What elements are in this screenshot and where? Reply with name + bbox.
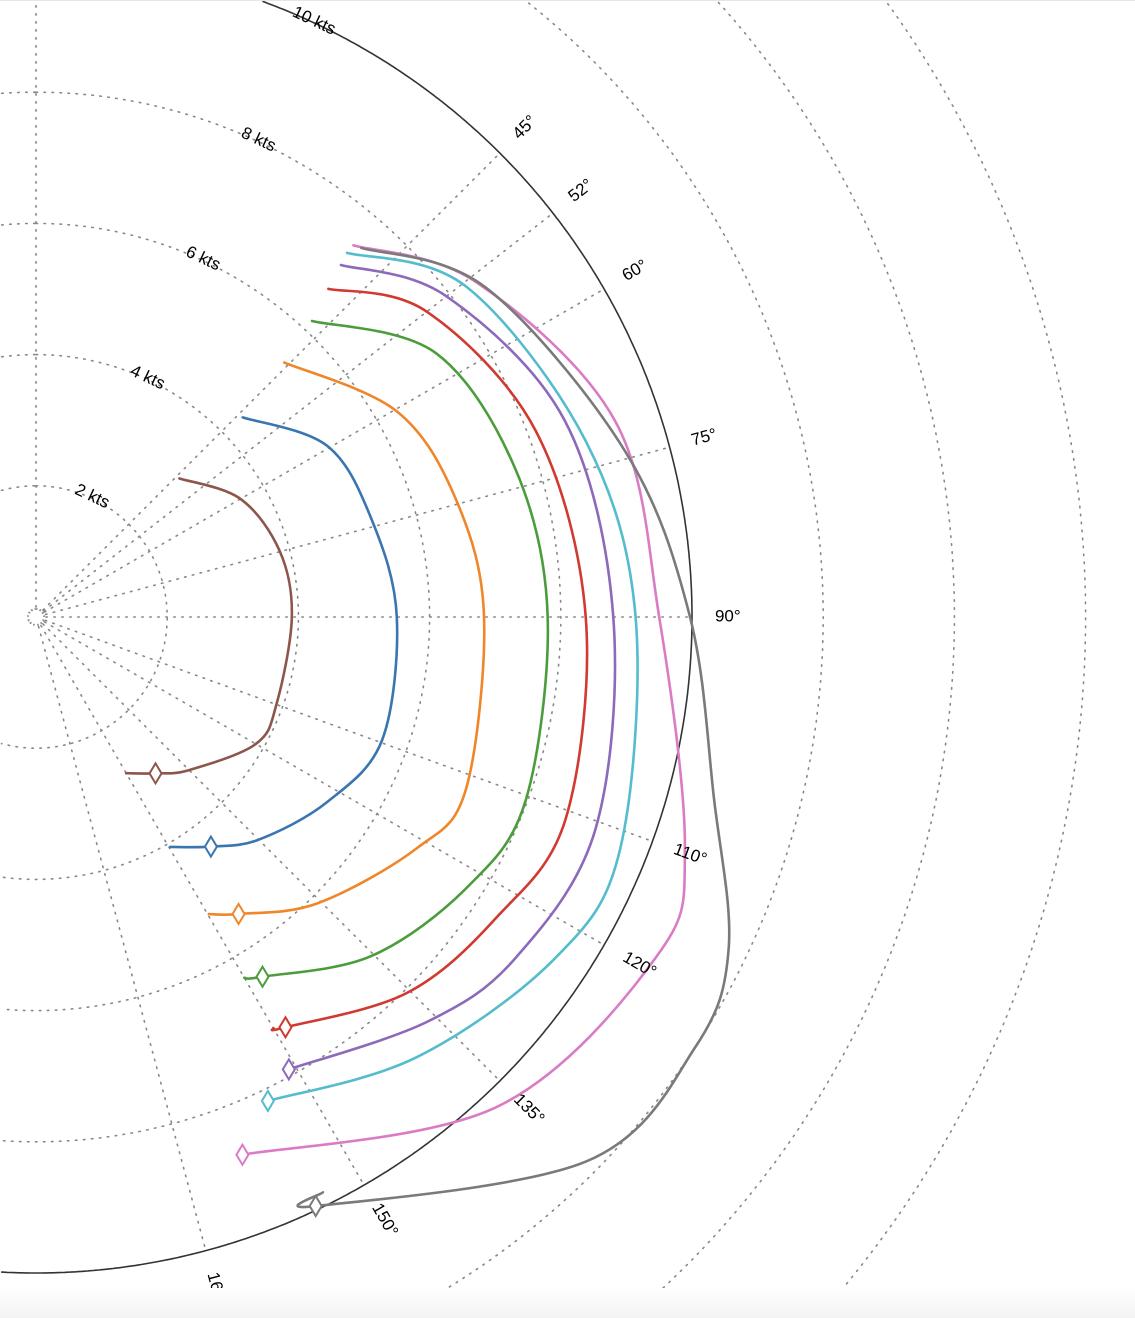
vmg-marker-6 bbox=[281, 1057, 296, 1082]
ring-4-kts bbox=[0, 353, 300, 881]
polar-curve-2 bbox=[169, 416, 399, 849]
ring-8-kts bbox=[0, 91, 562, 1143]
angle-label: 52° bbox=[565, 175, 597, 206]
radial-label: 4 kts bbox=[128, 361, 169, 393]
top-border bbox=[0, 0, 1135, 1]
grid bbox=[0, 0, 1087, 1318]
polar-curve-5 bbox=[270, 287, 589, 1032]
angle-label: 45° bbox=[509, 111, 541, 143]
center-ring bbox=[27, 608, 45, 626]
spoke-135-deg bbox=[42, 623, 501, 1082]
axis-labels: 2 kts 4 kts 6 kts 8 kts 10 kts 45° 52° 60° 75° 90… bbox=[72, 2, 741, 1309]
polar-curve-8 bbox=[241, 244, 687, 1157]
ring-12-kts bbox=[395, 2, 824, 1318]
polar-curve-9 bbox=[296, 246, 731, 1209]
spoke-45-deg bbox=[42, 152, 501, 611]
vmg-marker-3 bbox=[231, 902, 246, 926]
ring-6-kts bbox=[0, 222, 431, 1012]
spoke-52-deg bbox=[42, 212, 554, 612]
polar-curve-1 bbox=[124, 477, 294, 775]
spoke-120-deg bbox=[43, 621, 605, 946]
vmg-marker-8 bbox=[235, 1142, 250, 1167]
vmg-marker-1 bbox=[148, 761, 163, 786]
vmg-marker-9 bbox=[308, 1194, 323, 1218]
spoke-110-deg bbox=[44, 619, 654, 843]
angle-label: 120° bbox=[620, 947, 660, 981]
polar-curve-3 bbox=[207, 361, 486, 917]
polar-curve-7 bbox=[266, 251, 639, 1103]
angle-label: 110° bbox=[671, 839, 709, 868]
angle-label: 165° bbox=[204, 1270, 231, 1309]
polar-curve-4 bbox=[242, 319, 550, 980]
radial-label: 2 kts bbox=[72, 480, 113, 512]
radial-label: 6 kts bbox=[183, 242, 224, 274]
ring-2-kts bbox=[0, 485, 168, 749]
vmg-marker-4 bbox=[255, 964, 270, 989]
angle-label: 60° bbox=[619, 256, 651, 285]
radial-label: 8 kts bbox=[238, 123, 279, 155]
angle-label: 150° bbox=[368, 1200, 402, 1240]
vmg-marker-7 bbox=[260, 1088, 276, 1113]
polar-curve-6 bbox=[287, 263, 617, 1071]
ring-14-kts bbox=[631, 1, 956, 1317]
angle-label: 90° bbox=[715, 606, 741, 625]
spoke-165-deg bbox=[37, 625, 207, 1252]
spoke-60-deg bbox=[43, 288, 605, 613]
radial-label: 10 kts bbox=[290, 2, 339, 38]
series-layer bbox=[124, 244, 731, 1218]
ring-16-kts bbox=[818, 3, 1087, 1317]
vmg-marker-2 bbox=[203, 834, 219, 859]
vmg-marker-5 bbox=[278, 1015, 293, 1040]
angle-label: 75° bbox=[689, 424, 719, 449]
spoke-75-deg bbox=[44, 446, 671, 616]
